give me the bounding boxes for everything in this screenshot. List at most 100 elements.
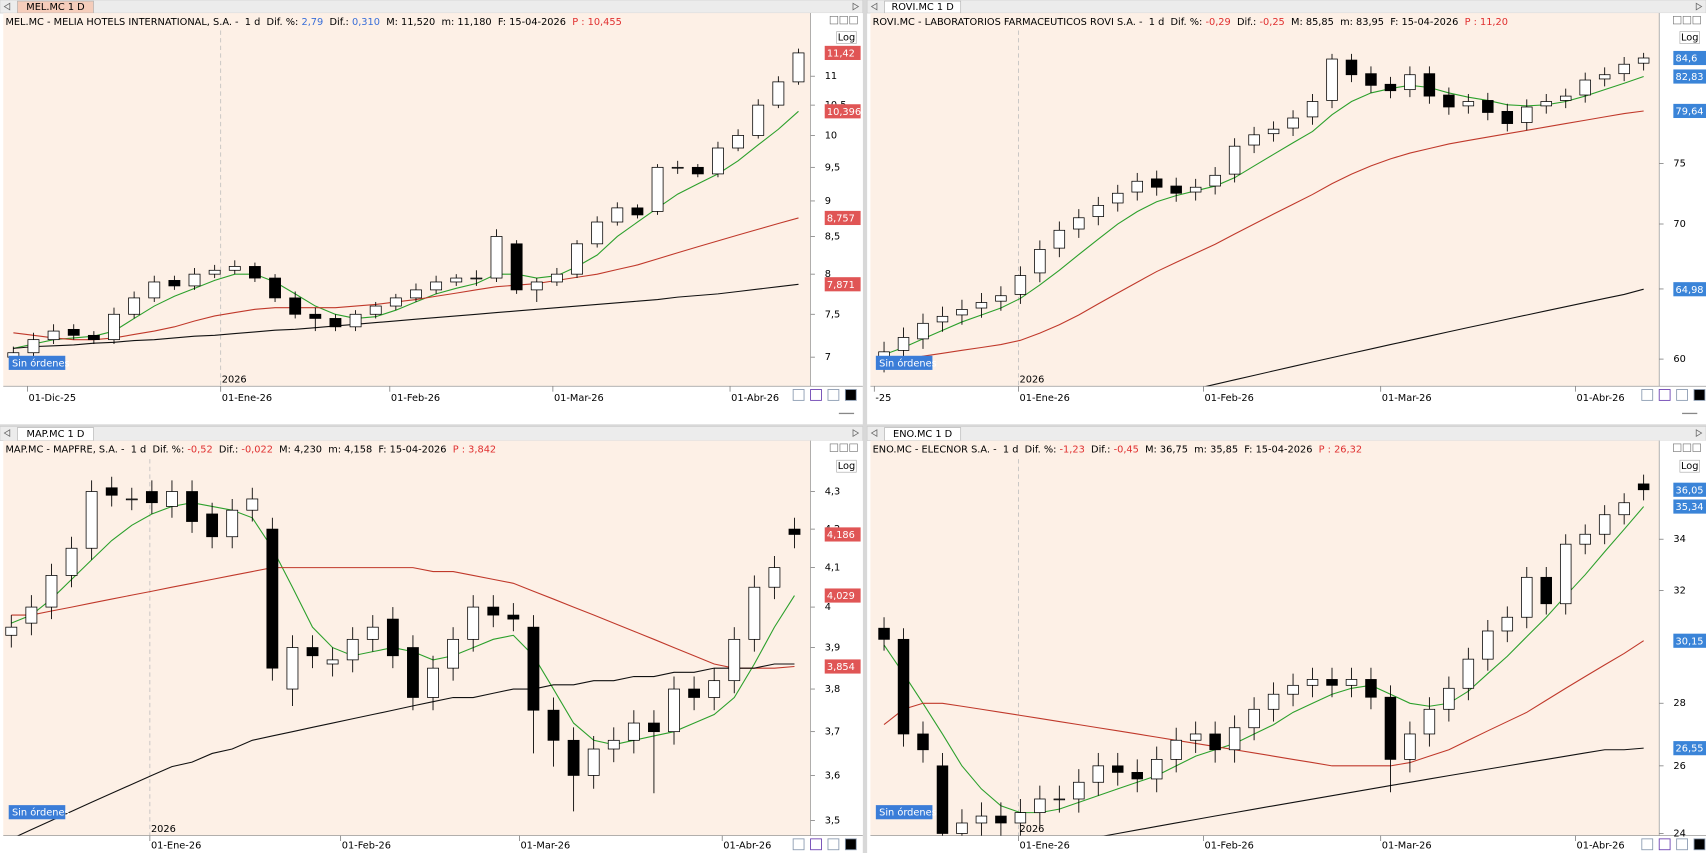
tab-scroll-left[interactable] [3,2,11,11]
toolbar-color[interactable] [844,389,857,401]
orders-badge-label[interactable]: Sin órdenes [879,807,937,819]
orders-badge[interactable] [8,805,66,820]
tab-scroll-right[interactable] [852,429,860,437]
candle-body [490,236,503,279]
candle-body [447,638,460,669]
header-segment: -1,23 [1060,444,1085,455]
tab-scroll-left[interactable] [870,2,878,11]
tab-scroll-left[interactable] [870,429,878,437]
candle-body [1521,576,1533,618]
price-tag-label: 26,55 [1676,744,1704,755]
window-close[interactable] [1692,15,1701,25]
candle-body [1228,145,1241,175]
plot-area [5,459,801,836]
window-maximize[interactable] [839,443,848,452]
price-tag-label: 7,871 [827,280,855,291]
orders-badge-label[interactable]: Sin órdenes [12,807,70,819]
toolbar-save[interactable] [1658,838,1671,851]
scale-button-label[interactable]: Log [838,33,855,44]
scale-button-label[interactable]: Log [1681,33,1698,44]
plot-bg [870,13,1660,387]
candle-body [87,334,100,341]
toolbar-layout[interactable] [827,389,840,401]
y-tick-label: 7 [825,352,831,363]
y-tick-label: 4 [825,602,831,613]
toolbar-save[interactable] [810,389,822,401]
scale-button-label[interactable]: Log [1681,461,1698,472]
candle-body [329,318,342,328]
window-maximize[interactable] [1682,15,1692,25]
candle-body [27,339,40,354]
candle-body [1053,229,1066,249]
toolbar-save[interactable] [810,838,822,851]
candle-body [936,315,949,323]
toolbar-wave[interactable] [792,389,805,401]
toolbar-layout[interactable] [827,838,840,851]
candle-body [547,709,560,741]
candle-body [772,81,785,106]
tab-label[interactable]: ENO.MC 1 D [893,429,952,440]
candle-body [1443,687,1455,710]
toolbar-layout[interactable] [1676,838,1688,851]
candle-body [527,626,540,711]
candle-body [108,313,120,341]
header: ENO.MC - ELECNOR S.A. - 1 d Dif. %: -1,2… [873,444,1363,455]
candle-body [286,647,299,690]
window-close[interactable] [1692,443,1701,452]
candle-body [995,815,1007,824]
toolbar-save[interactable] [1658,389,1671,401]
tab-scroll-right[interactable] [1695,2,1703,11]
scale-button[interactable] [1679,31,1700,44]
scale-button-label[interactable]: Log [838,461,855,472]
window-minimize[interactable] [829,443,839,452]
candle-body [1579,79,1591,96]
candle-body [1092,765,1105,783]
tab-scroll-right[interactable] [852,2,860,11]
candle-body [1384,696,1397,760]
candle-body [45,575,58,608]
window-close[interactable] [849,15,858,25]
orders-badge[interactable] [875,355,933,370]
toolbar-color[interactable] [1693,389,1706,401]
window-minimize[interactable] [829,15,839,25]
candle-body [226,509,239,538]
candle-body [1287,684,1299,695]
candle-body [975,302,988,309]
x-tick-label: 01-Ene-26 [222,393,272,404]
candle-body [410,289,422,299]
candle-body [1326,679,1338,686]
moving-average [11,502,795,746]
orders-badge[interactable] [8,355,66,370]
orders-badge-label[interactable]: Sin órdenes [12,357,70,369]
candle-body [1482,100,1494,113]
candle-body [917,733,929,751]
tab-label[interactable]: MEL.MC 1 D [26,2,84,13]
tab-scroll-right[interactable] [1695,429,1703,437]
window-minimize[interactable] [1673,15,1682,25]
price-tag-label: 4,186 [827,530,855,541]
toolbar-wave[interactable] [1641,838,1654,851]
scale-button[interactable] [1679,459,1700,473]
plot-area [7,30,805,387]
window-minimize[interactable] [1673,443,1682,452]
orders-badge[interactable] [875,805,933,820]
tab-label[interactable]: ROVI.MC 1 D [891,2,953,13]
price-tag [1673,282,1706,297]
scale-button[interactable] [836,31,857,44]
toolbar-color[interactable] [844,838,857,851]
window-maximize[interactable] [1682,443,1692,452]
x-tick-label: 01-Mar-26 [520,840,570,851]
chart-panel: MAP.MC 1 D MAP.MC - MAPFRE, S.A. - 1 d Di… [0,426,864,853]
toolbar-layout[interactable] [1676,389,1688,401]
tab-scroll-left[interactable] [3,429,11,437]
toolbar-wave[interactable] [1641,389,1654,401]
header: MEL.MC - MELIA HOTELS INTERNATIONAL, S.A… [5,17,621,28]
tab-label[interactable]: MAP.MC 1 D [27,429,85,440]
window-close[interactable] [849,443,858,452]
orders-badge-label[interactable]: Sin órdenes [879,357,937,369]
price-tag [1673,633,1706,648]
toolbar-color[interactable] [1693,838,1706,851]
scale-button[interactable] [836,459,857,473]
window-maximize[interactable] [839,15,848,25]
toolbar-wave[interactable] [792,838,805,851]
